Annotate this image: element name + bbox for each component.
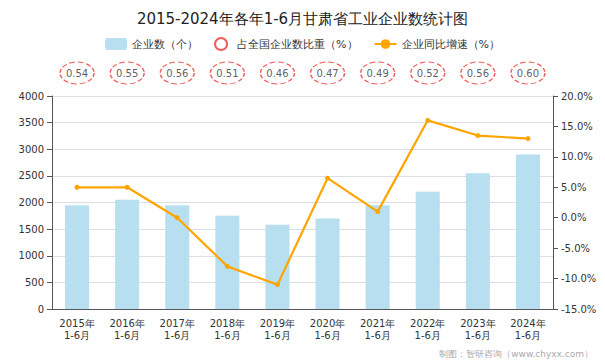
svg-text:10.0%: 10.0%	[561, 151, 593, 162]
svg-text:1-6月: 1-6月	[314, 330, 340, 341]
svg-text:3000: 3000	[19, 144, 44, 155]
svg-text:15.0%: 15.0%	[561, 121, 593, 132]
svg-text:20.0%: 20.0%	[561, 91, 593, 102]
svg-text:2023年: 2023年	[460, 318, 495, 329]
svg-text:-10.0%: -10.0%	[561, 273, 596, 284]
svg-text:1000: 1000	[19, 250, 44, 261]
svg-text:2022年: 2022年	[410, 318, 445, 329]
svg-text:500: 500	[25, 277, 44, 288]
svg-text:5.0%: 5.0%	[561, 182, 586, 193]
svg-text:2015-2024年各年1-6月甘肃省工业企业数统计图: 2015-2024年各年1-6月甘肃省工业企业数统计图	[137, 10, 468, 28]
svg-text:0.0%: 0.0%	[561, 212, 586, 223]
svg-text:1-6月: 1-6月	[64, 330, 90, 341]
svg-text:2021年: 2021年	[360, 318, 395, 329]
svg-text:0.56: 0.56	[166, 68, 188, 79]
svg-text:0.46: 0.46	[266, 68, 288, 79]
svg-text:企业数（个）: 企业数（个）	[132, 38, 198, 51]
svg-text:2019年: 2019年	[260, 318, 295, 329]
svg-text:企业同比增速（%）: 企业同比增速（%）	[402, 38, 500, 51]
svg-text:2500: 2500	[19, 170, 44, 181]
svg-text:0: 0	[38, 304, 44, 315]
svg-text:0.60: 0.60	[517, 68, 539, 79]
svg-text:1-6月: 1-6月	[465, 330, 491, 341]
svg-text:1-6月: 1-6月	[264, 330, 290, 341]
svg-text:1-6月: 1-6月	[114, 330, 140, 341]
svg-text:1500: 1500	[19, 224, 44, 235]
svg-text:-15.0%: -15.0%	[561, 304, 596, 315]
svg-text:0.55: 0.55	[116, 68, 138, 79]
svg-text:2018年: 2018年	[210, 318, 245, 329]
svg-text:3500: 3500	[19, 117, 44, 128]
svg-text:2000: 2000	[19, 197, 44, 208]
svg-text:0.47: 0.47	[316, 68, 338, 79]
svg-text:1-6月: 1-6月	[364, 330, 390, 341]
svg-text:2016年: 2016年	[109, 318, 144, 329]
svg-text:1-6月: 1-6月	[415, 330, 441, 341]
svg-text:0.56: 0.56	[467, 68, 489, 79]
svg-text:0.54: 0.54	[66, 68, 88, 79]
svg-text:1-6月: 1-6月	[214, 330, 240, 341]
svg-text:0.52: 0.52	[417, 68, 439, 79]
svg-text:2017年: 2017年	[160, 318, 195, 329]
svg-text:0.51: 0.51	[216, 68, 238, 79]
svg-text:1-6月: 1-6月	[164, 330, 190, 341]
svg-text:2020年: 2020年	[310, 318, 345, 329]
svg-text:2024年: 2024年	[510, 318, 545, 329]
svg-text:占全国企业数比重（%）: 占全国企业数比重（%）	[237, 38, 357, 51]
svg-text:0.49: 0.49	[367, 68, 389, 79]
svg-text:制图：智研咨询（www.chyxx.com）: 制图：智研咨询（www.chyxx.com）	[439, 349, 593, 359]
svg-text:2015年: 2015年	[59, 318, 94, 329]
svg-text:4000: 4000	[19, 91, 44, 102]
svg-text:1-6月: 1-6月	[515, 330, 541, 341]
svg-text:-5.0%: -5.0%	[561, 243, 590, 254]
